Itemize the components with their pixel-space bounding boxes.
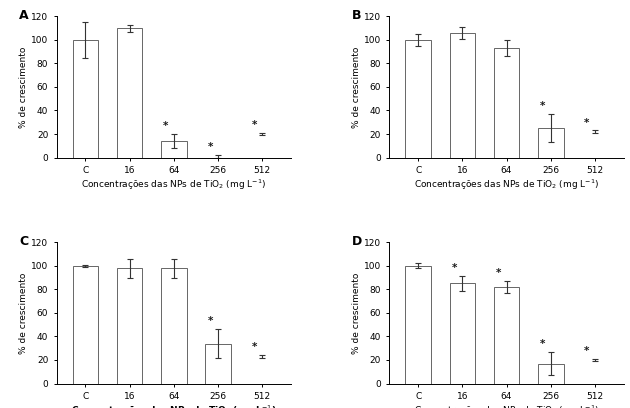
X-axis label: Concentrações das NPs de TiO$_2$ (mg L$^{-1}$): Concentrações das NPs de TiO$_2$ (mg L$^… (414, 404, 599, 408)
Bar (494, 287, 519, 384)
X-axis label: Concentrações das NPs de TiO$_2$ (mg L$^{-1}$): Concentrações das NPs de TiO$_2$ (mg L$^… (81, 177, 266, 192)
X-axis label: Concentrações das NPs de TiO$_2$ (mg L$^{-1}$): Concentrações das NPs de TiO$_2$ (mg L$^… (71, 404, 277, 408)
Text: D: D (352, 235, 362, 248)
Bar (72, 40, 98, 157)
Bar (405, 266, 431, 384)
Bar (161, 268, 186, 384)
Bar (538, 364, 564, 384)
Text: B: B (352, 9, 362, 22)
Text: *: * (251, 342, 257, 353)
Bar (205, 344, 231, 384)
Y-axis label: % de crescimento: % de crescimento (20, 272, 28, 354)
Bar (538, 128, 564, 157)
Y-axis label: % de crescimento: % de crescimento (352, 272, 361, 354)
Y-axis label: % de crescimento: % de crescimento (20, 46, 28, 128)
Bar (117, 28, 142, 157)
Bar (72, 266, 98, 384)
X-axis label: Concentrações das NPs de TiO$_2$ (mg L$^{-1}$): Concentrações das NPs de TiO$_2$ (mg L$^… (414, 177, 599, 192)
Text: *: * (540, 101, 546, 111)
Text: *: * (540, 339, 546, 349)
Text: *: * (251, 120, 257, 130)
Bar (405, 40, 431, 157)
Text: *: * (496, 268, 501, 278)
Text: *: * (207, 142, 213, 152)
Text: *: * (207, 317, 213, 326)
Text: A: A (19, 9, 29, 22)
Text: *: * (584, 118, 590, 128)
Bar (161, 141, 186, 157)
Text: C: C (19, 235, 28, 248)
Bar (117, 268, 142, 384)
Text: *: * (584, 346, 590, 356)
Text: *: * (452, 264, 457, 273)
Y-axis label: % de crescimento: % de crescimento (352, 46, 361, 128)
Bar (450, 33, 475, 157)
Text: *: * (163, 121, 169, 131)
Bar (450, 284, 475, 384)
Bar (494, 48, 519, 157)
